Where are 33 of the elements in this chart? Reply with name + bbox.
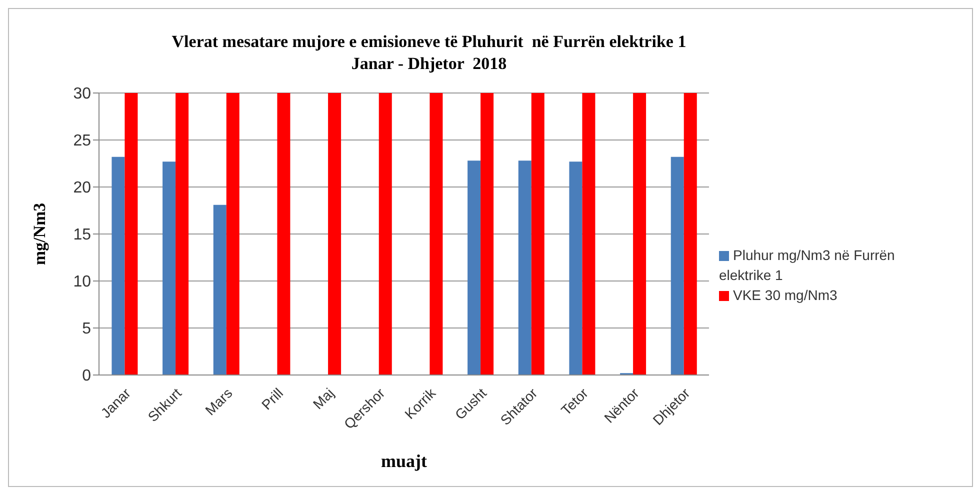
bar — [518, 160, 532, 375]
bar — [176, 93, 189, 375]
bar — [531, 93, 544, 375]
bar — [633, 93, 646, 375]
bar — [480, 93, 494, 375]
y-tick-label: 15 — [73, 226, 92, 244]
y-tick-label: 25 — [73, 132, 92, 150]
bar — [112, 156, 125, 375]
y-tick-label: 0 — [82, 368, 92, 385]
y-tick-label: 20 — [73, 180, 92, 197]
bar — [124, 93, 138, 375]
bar — [670, 156, 684, 375]
bar — [162, 162, 176, 375]
legend-label: Pluhur mg/Nm3 në Furrën elektrike 1 — [719, 247, 895, 283]
bar — [277, 93, 290, 375]
x-tick-label: Maj — [310, 384, 337, 412]
bar — [213, 204, 226, 375]
y-tick-label: 30 — [73, 86, 92, 103]
x-tick-label: Prill — [258, 384, 286, 413]
y-tick-label: 5 — [82, 320, 92, 338]
bar — [430, 93, 443, 375]
bar — [684, 93, 697, 375]
y-axis-title: mg/Nm3 — [30, 202, 50, 266]
bar — [582, 93, 596, 375]
bar — [226, 93, 240, 375]
chart-title: Vlerat mesatare mujore e emisioneve të Pluhurit në Furrën elektrike 1 Janar - Dhjetor 2018 — [170, 31, 688, 75]
bar — [378, 93, 392, 375]
bar — [569, 162, 582, 375]
legend-label: VKE 30 mg/Nm3 — [733, 287, 838, 303]
bar — [468, 160, 481, 375]
bar — [328, 93, 342, 375]
y-tick-label: 10 — [73, 274, 92, 291]
x-axis-title: muajt — [381, 451, 427, 471]
